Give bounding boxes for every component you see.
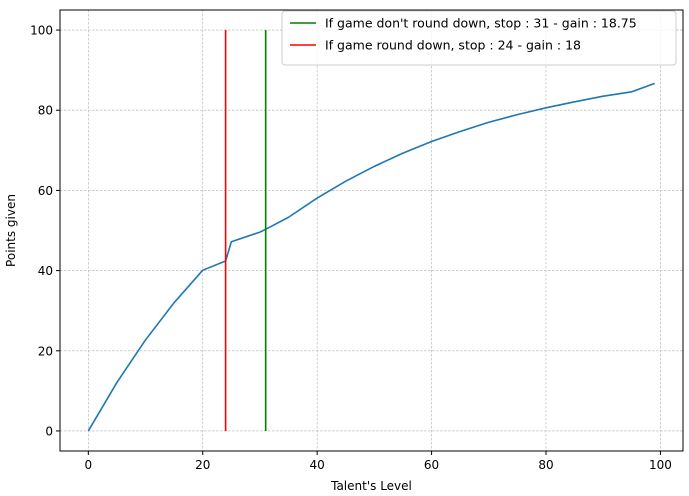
- x-axis-label: Talent's Level: [330, 479, 412, 493]
- series-layer: [87, 30, 655, 432]
- x-tick-label: 0: [84, 458, 92, 472]
- y-tick-label: 20: [38, 344, 53, 358]
- legend-label: If game round down, stop : 24 - gain : 1…: [325, 38, 581, 53]
- x-tick-label: 60: [424, 458, 439, 472]
- legend: If game don't round down, stop : 31 - ga…: [281, 10, 677, 66]
- y-tick-label: 80: [38, 104, 53, 118]
- y-tick-label: 40: [38, 264, 53, 278]
- plot-frame: [59, 9, 684, 452]
- grid: [60, 10, 683, 451]
- y-tick-label: 100: [30, 24, 53, 38]
- y-tick-label: 60: [38, 184, 53, 198]
- series-line-curve: [87, 82, 655, 432]
- legend-label: If game don't round down, stop : 31 - ga…: [325, 16, 637, 31]
- y-axis-label: Points given: [4, 194, 18, 267]
- x-tick-label: 100: [649, 458, 672, 472]
- y-tick-label: 0: [45, 424, 53, 438]
- legend-box: [281, 10, 677, 66]
- x-tick-label: 80: [538, 458, 553, 472]
- x-tick-label: 20: [195, 458, 210, 472]
- x-tick-label: 40: [310, 458, 325, 472]
- ticks: 0 20 40 60 80 100 0 20 40 60 80 100: [30, 24, 672, 472]
